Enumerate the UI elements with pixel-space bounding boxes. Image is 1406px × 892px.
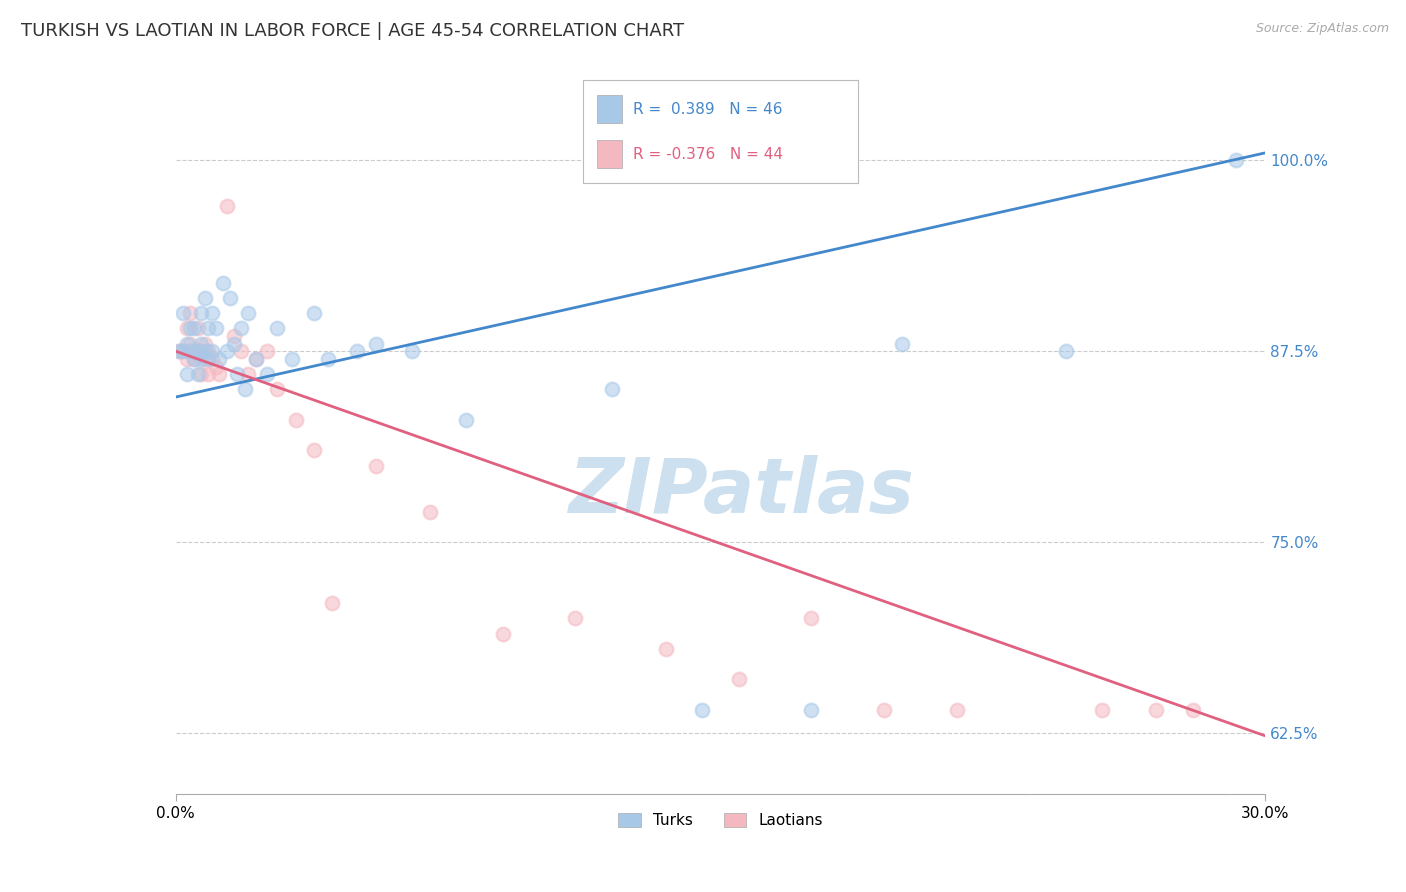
Point: [194, 336, 217, 351]
Point: [215, 199, 238, 213]
Bar: [598, 140, 621, 169]
Point: [183, 321, 205, 335]
Point: [190, 351, 212, 366]
Point: [281, 351, 304, 366]
Point: [201, 344, 224, 359]
Point: [231, 344, 253, 359]
Point: [201, 351, 224, 366]
Point: [194, 344, 217, 359]
Point: [197, 367, 219, 381]
Point: [1146, 703, 1168, 717]
Point: [219, 291, 242, 305]
Point: [891, 336, 914, 351]
Point: [1091, 703, 1114, 717]
Point: [197, 344, 219, 359]
Point: [190, 336, 212, 351]
Point: [456, 413, 478, 427]
Point: [564, 611, 586, 625]
Text: ZIPatlas: ZIPatlas: [569, 455, 915, 529]
Legend: Turks, Laotians: Turks, Laotians: [612, 807, 830, 834]
Point: [238, 306, 260, 320]
Point: [183, 344, 205, 359]
Bar: [598, 95, 621, 123]
Point: [419, 504, 441, 518]
Point: [233, 383, 256, 397]
Text: TURKISH VS LAOTIAN IN LABOR FORCE | AGE 45-54 CORRELATION CHART: TURKISH VS LAOTIAN IN LABOR FORCE | AGE …: [21, 22, 685, 40]
Point: [231, 321, 253, 335]
Point: [1254, 825, 1277, 839]
Point: [176, 367, 198, 381]
Point: [190, 367, 212, 381]
Point: [169, 344, 191, 359]
Point: [245, 351, 267, 366]
Point: [204, 321, 226, 335]
Point: [204, 359, 226, 374]
Point: [266, 321, 288, 335]
Point: [800, 703, 823, 717]
Point: [169, 344, 191, 359]
Point: [215, 344, 238, 359]
Point: [201, 306, 224, 320]
Point: [197, 351, 219, 366]
Point: [179, 344, 201, 359]
Point: [176, 321, 198, 335]
Point: [284, 413, 307, 427]
Point: [172, 344, 194, 359]
Point: [302, 443, 325, 458]
Point: [179, 306, 201, 320]
Point: [238, 367, 260, 381]
Point: [318, 351, 340, 366]
Point: [1181, 703, 1204, 717]
Point: [1218, 795, 1240, 809]
Point: [1225, 153, 1247, 168]
Point: [302, 306, 325, 320]
Point: [183, 351, 205, 366]
Point: [186, 344, 209, 359]
Point: [222, 329, 245, 343]
Point: [186, 367, 209, 381]
Point: [692, 703, 714, 717]
Point: [346, 344, 368, 359]
Point: [945, 703, 967, 717]
Point: [208, 367, 231, 381]
Point: [600, 383, 623, 397]
Text: R = -0.376   N = 44: R = -0.376 N = 44: [633, 146, 783, 161]
Point: [186, 321, 209, 335]
Point: [245, 351, 267, 366]
Point: [179, 336, 201, 351]
Point: [727, 673, 749, 687]
Point: [190, 344, 212, 359]
Point: [321, 596, 343, 610]
Point: [172, 344, 194, 359]
Point: [1018, 795, 1040, 809]
Point: [208, 351, 231, 366]
Point: [183, 351, 205, 366]
Point: [873, 703, 896, 717]
Point: [1054, 344, 1077, 359]
Point: [401, 344, 423, 359]
Point: [256, 344, 278, 359]
Point: [266, 383, 288, 397]
Point: [800, 611, 823, 625]
Point: [197, 321, 219, 335]
Point: [212, 276, 235, 290]
Point: [194, 351, 217, 366]
Point: [186, 344, 209, 359]
Point: [176, 336, 198, 351]
Point: [190, 306, 212, 320]
Point: [176, 351, 198, 366]
Point: [179, 321, 201, 335]
Point: [655, 641, 678, 656]
Point: [172, 306, 194, 320]
Point: [364, 458, 387, 473]
Point: [194, 291, 217, 305]
Text: Source: ZipAtlas.com: Source: ZipAtlas.com: [1256, 22, 1389, 36]
Point: [492, 626, 515, 640]
Point: [222, 336, 245, 351]
Text: R =  0.389   N = 46: R = 0.389 N = 46: [633, 102, 782, 117]
Point: [226, 367, 249, 381]
Point: [364, 336, 387, 351]
Point: [256, 367, 278, 381]
